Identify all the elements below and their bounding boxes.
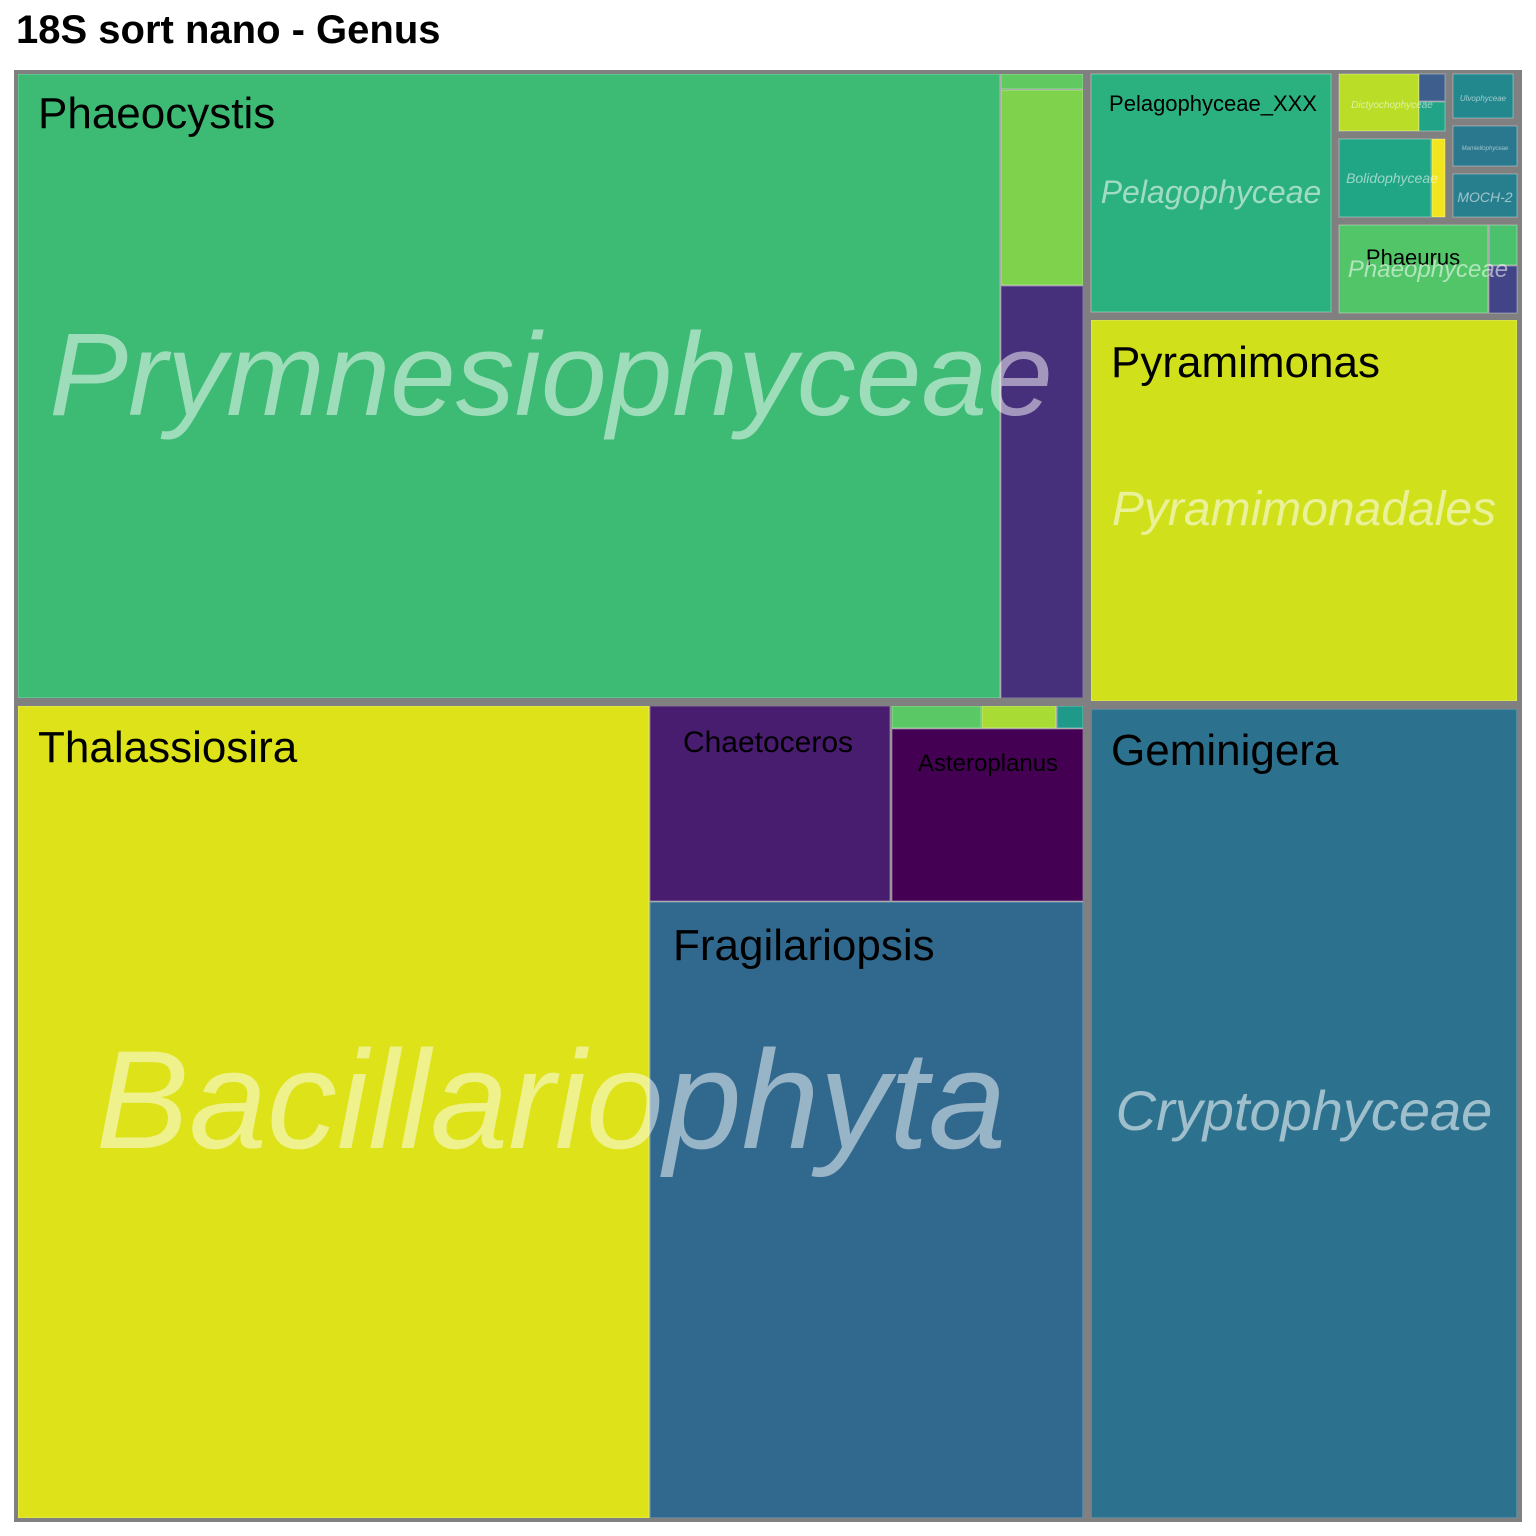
treemap-cell-dictyochophyceae-0 — [1338, 73, 1420, 132]
treemap-cell-bacillariophyta-chaetoceros — [649, 705, 891, 902]
treemap-cell-prymnesiophyceae-1 — [1000, 73, 1084, 90]
group-label-pelagophyceae: Pelagophyceae — [1101, 174, 1322, 210]
treemap-cell-bacillariophyta-thalassiosira — [17, 705, 650, 1519]
group-label-phaeophyceae: Phaeophyceae — [1348, 256, 1508, 283]
genus-label-asteroplanus: Asteroplanus — [918, 750, 1058, 777]
chart-title: 18S sort nano - Genus — [16, 8, 441, 52]
treemap-cell-dictyochophyceae-2 — [1418, 101, 1446, 132]
treemap-cell-bacillariophyta-asteroplanus — [891, 728, 1084, 902]
genus-label-phaeocystis: Phaeocystis — [38, 89, 275, 138]
group-label-bolidophyceae: Bolidophyceae — [1346, 170, 1438, 186]
group-label-mamiellophyceae: Mamiellophyceae — [1462, 146, 1509, 152]
group-border-bacillariophyta — [14, 702, 1087, 1522]
treemap-cell-dictyochophyceae-1 — [1418, 73, 1446, 102]
treemap-cell-bacillariophyta-5 — [1056, 705, 1084, 729]
genus-label-geminigera: Geminigera — [1111, 726, 1339, 775]
treemap-cell-bacillariophyta-4 — [981, 705, 1057, 729]
treemap-cell-prymnesiophyceae-2 — [1000, 89, 1084, 286]
group-border-cryptophyceae — [1087, 705, 1521, 1522]
group-label-dictyochophyceae: Dictyochophyceae — [1351, 100, 1433, 111]
group-label-ulvophyceae: Ulvophyceae — [1460, 94, 1507, 103]
genus-label-chaetoceros: Chaetoceros — [683, 726, 853, 759]
treemap-cell-moch-2-0 — [1452, 173, 1518, 218]
group-label-bacillariophyta: Bacillariophyta — [96, 1021, 1006, 1178]
treemap-cell-ulvophyceae-0 — [1452, 73, 1514, 119]
group-border-prymnesiophyceae — [14, 70, 1087, 702]
treemap-cell-mamiellophyceae-0 — [1452, 125, 1518, 167]
treemap-cell-prymnesiophyceae-phaeocystis — [17, 73, 1001, 699]
genus-label-fragilariopsis: Fragilariopsis — [673, 921, 935, 970]
treemap-cell-pyramimonadales-pyramimonas — [1090, 319, 1518, 702]
genus-label-thalassiosira: Thalassiosira — [38, 723, 298, 772]
group-label-prymnesiophyceae: Prymnesiophyceae — [49, 309, 1053, 441]
genus-label-pyramimonas: Pyramimonas — [1111, 338, 1380, 387]
treemap-cell-phaeophyceae-1 — [1488, 224, 1518, 266]
treemap-cell-cryptophyceae-geminigera — [1090, 708, 1518, 1519]
treemap-cell-pelagophyceae-pelagophyceae-xxx — [1090, 73, 1332, 313]
group-border-pyramimonadales — [1087, 316, 1521, 705]
treemap-cell-bacillariophyta-fragilariopsis — [649, 901, 1084, 1519]
treemap-cell-bacillariophyta-3 — [891, 705, 982, 729]
treemap-cell-bolidophyceae-1 — [1431, 138, 1446, 218]
genus-label-pelagophyceae-xxx: Pelagophyceae_XXX — [1109, 91, 1317, 116]
group-label-pyramimonadales: Pyramimonadales — [1112, 483, 1496, 536]
group-label-moch-2: MOCH-2 — [1457, 189, 1512, 205]
treemap-cell-phaeophyceae-phaeurus — [1338, 224, 1489, 314]
treemap-cell-phaeophyceae-2 — [1488, 265, 1518, 314]
group-label-cryptophyceae: Cryptophyceae — [1116, 1079, 1493, 1142]
treemap-cell-bolidophyceae-0 — [1338, 138, 1432, 218]
genus-label-phaeurus: Phaeurus — [1366, 245, 1460, 270]
